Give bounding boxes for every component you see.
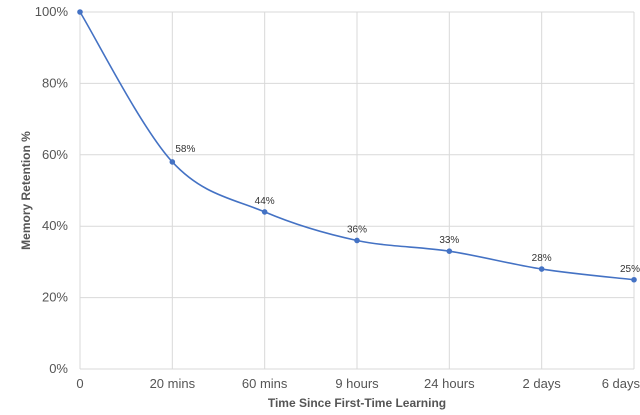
x-tick-label: 2 days [523, 376, 562, 391]
y-tick-label: 40% [42, 218, 68, 233]
data-label: 25% [620, 264, 640, 275]
x-tick-label: 20 mins [150, 376, 196, 391]
x-tick-label: 6 days [602, 376, 640, 391]
x-tick-label: 0 [76, 376, 83, 391]
y-tick-label: 0% [49, 361, 68, 376]
x-tick-labels: 0 20 mins 60 mins 9 hours 24 hours 2 days 6 da… [76, 376, 640, 391]
y-tick-label: 20% [42, 290, 68, 305]
y-axis-title: Memory Retention % [19, 131, 33, 250]
data-point [538, 266, 545, 272]
data-points [77, 9, 637, 283]
data-label: 44% [255, 196, 275, 207]
data-point [354, 237, 360, 244]
data-point [261, 209, 268, 215]
data-point [631, 276, 637, 283]
y-tick-labels: 0% 20% 40% 60% 80% 100% [35, 4, 69, 376]
x-tick-label: 9 hours [335, 376, 379, 391]
data-label: 58% [175, 144, 195, 155]
x-axis-title: Time Since First-Time Learning [268, 396, 446, 410]
y-tick-label: 80% [42, 75, 68, 90]
x-tick-label: 60 mins [242, 376, 288, 391]
data-label: 28% [532, 253, 552, 264]
x-tick-label: 24 hours [424, 376, 475, 391]
y-tick-label: 60% [42, 147, 68, 162]
data-labels: 58% 44% 36% 33% 28% 25% [175, 144, 640, 275]
data-label: 36% [347, 224, 367, 235]
data-label: 33% [439, 235, 459, 246]
y-tick-label: 100% [35, 4, 69, 19]
gridlines [79, 11, 635, 370]
data-point [169, 159, 176, 165]
data-point [77, 9, 83, 15]
data-point [446, 248, 453, 254]
